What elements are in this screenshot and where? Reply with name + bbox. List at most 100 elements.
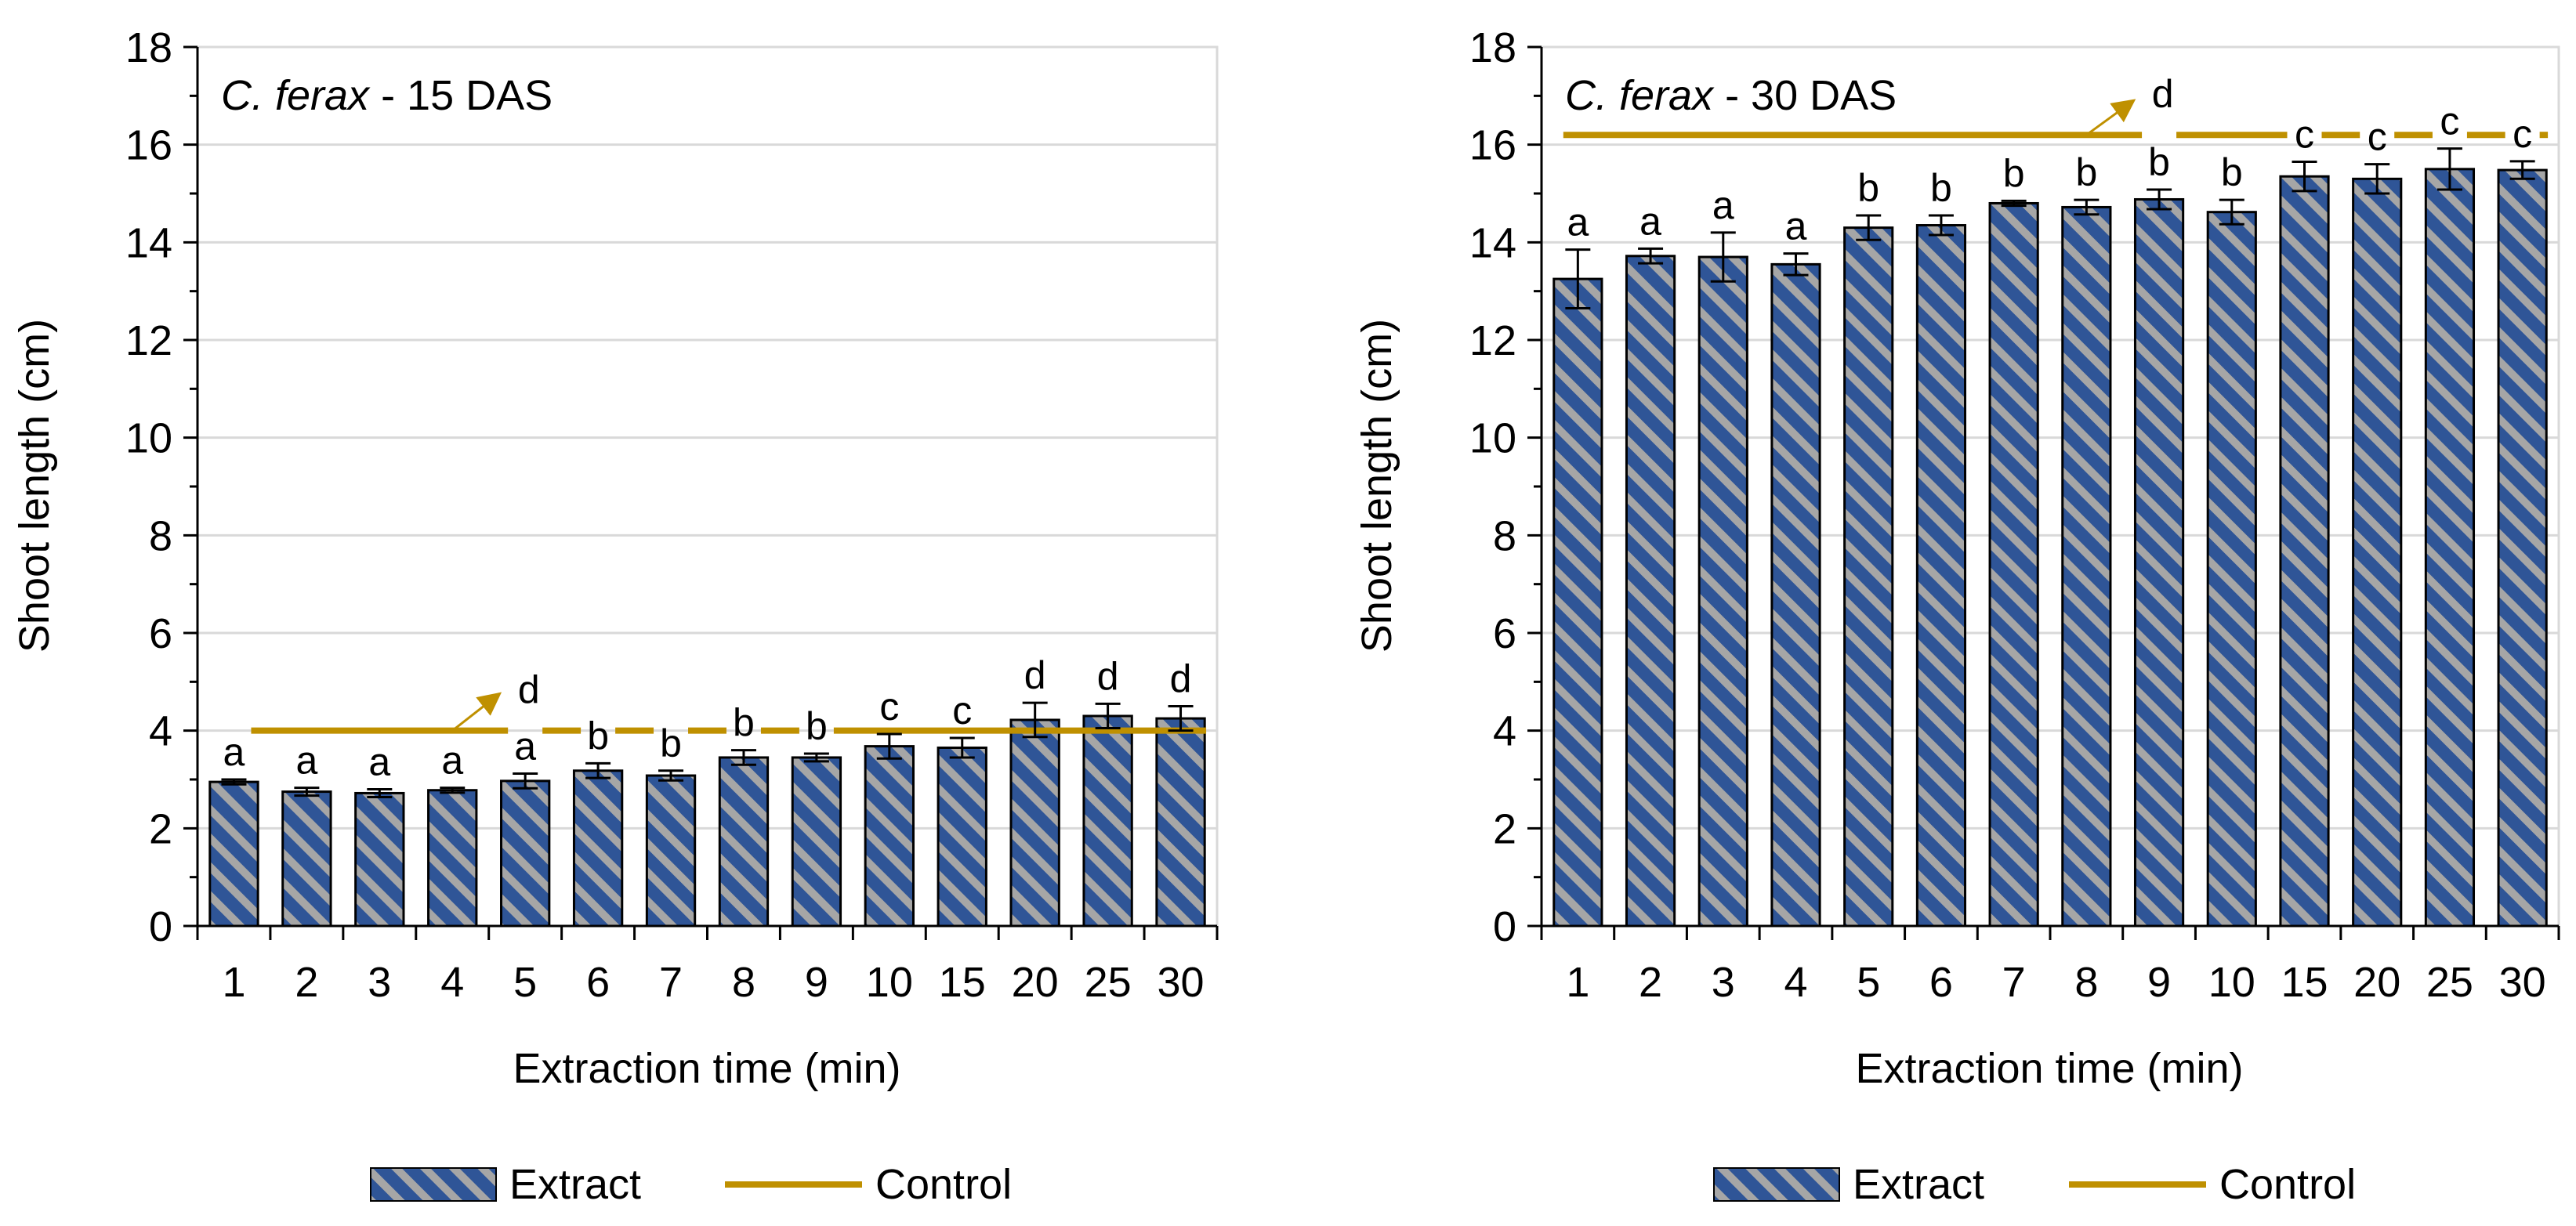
significance-letter: d [1170,657,1192,701]
x-tick-label: 30 [2499,959,2546,1006]
y-tick-label: 12 [125,317,172,364]
legend-extract-swatch [1713,1167,1840,1202]
significance-letter: b [2148,140,2170,184]
y-tick-label: 16 [125,122,172,169]
significance-letter: a [441,739,463,783]
legend: Extract Control [370,1161,1012,1208]
legend: Extract Control [1713,1161,2356,1208]
significance-letter: b [806,704,828,748]
x-tick-label: 4 [440,959,464,1006]
significance-letter: b [2221,150,2243,194]
significance-letter: b [2003,151,2025,195]
significance-letter: a [295,739,317,783]
control-arrow [451,692,502,732]
bar [2352,177,2403,928]
bar [500,779,551,928]
bar [718,756,770,928]
x-tick-label: 3 [1712,959,1735,1006]
y-axis-label: Shoot length (cm) [1353,319,1400,653]
bar [2061,205,2112,928]
bar [1082,714,1133,928]
x-tick-label: 2 [1639,959,1662,1006]
x-tick-label: 20 [2353,959,2400,1006]
bar [354,791,405,928]
significance-letter: c [879,685,899,729]
significance-letter: d [1097,654,1119,698]
x-axis-label: Extraction time (min) [1855,1045,2243,1092]
x-tick-label: 25 [2426,959,2473,1006]
x-tick-label: 15 [939,959,986,1006]
significance-letter: c [2368,115,2387,159]
chart-title-species: C. ferax [221,72,371,119]
significance-letter: b [587,714,609,758]
chart-title-stage: - 15 DAS [369,72,553,119]
significance-letter: b [1857,166,1879,210]
significance-letter: c [2513,112,2532,156]
bar [1009,718,1060,928]
y-tick-label: 6 [1493,610,1516,657]
bar [2279,175,2330,928]
x-tick-label: 9 [805,959,828,1006]
chart-title-species: C. ferax [1565,72,1715,119]
legend-control-label: Control [2219,1161,2356,1208]
x-tick-label: 6 [586,959,610,1006]
y-tick-label: 8 [149,512,172,559]
y-tick-label: 0 [1493,903,1516,950]
y-tick-label: 0 [149,903,172,950]
x-tick-label: 4 [1784,959,1807,1006]
y-tick-label: 14 [1469,219,1516,266]
bar [2497,168,2548,928]
y-tick-label: 8 [1493,512,1516,559]
x-tick-label: 5 [1857,959,1880,1006]
chart-title-stage: - 30 DAS [1713,72,1897,119]
significance-letter: a [1567,201,1589,244]
bar [937,746,987,928]
bar [1843,226,1894,928]
significance-letter: a [1785,204,1807,248]
x-tick-label: 30 [1157,959,1204,1006]
chart-title: C. ferax - 15 DAS [221,72,553,119]
chart-title: C. ferax - 30 DAS [1565,72,1897,119]
significance-letter: c [952,689,972,732]
y-tick-label: 14 [125,219,172,266]
legend-extract-label: Extract [509,1161,641,1208]
significance-letter: a [368,740,390,783]
significance-letter: c [2295,112,2314,156]
x-tick-label: 7 [2002,959,2026,1006]
bar [645,774,697,928]
x-tick-label: 25 [1085,959,1132,1006]
significance-letter: a [514,725,536,769]
x-tick-label: 7 [659,959,683,1006]
x-tick-label: 9 [2147,959,2171,1006]
significance-letter: b [2075,150,2097,194]
bar [1155,717,1206,928]
plot-area [1540,45,2560,928]
significance-letter: d [1024,653,1046,697]
bar [427,789,478,928]
bar [864,745,915,928]
bar [1697,255,1748,928]
control-letter: d [2152,72,2174,116]
bar [2424,168,2476,928]
bar [572,769,624,928]
chart-30-das: Shoot length (cm) Extraction time (min) … [1353,24,2560,1208]
y-tick-label: 6 [149,610,172,657]
y-tick-label: 4 [1493,708,1516,755]
y-tick-label: 4 [149,708,172,755]
x-tick-label: 1 [1566,959,1589,1006]
significance-letter: a [223,730,245,774]
y-tick-label: 16 [1469,122,1516,169]
x-axis-label: Extraction time (min) [513,1045,900,1092]
x-tick-label: 2 [295,959,318,1006]
bar [208,780,259,928]
y-axis-label: Shoot length (cm) [11,319,58,653]
bar [1625,255,1676,928]
y-tick-label: 2 [1493,805,1516,852]
bar [2206,211,2257,928]
plot-area [196,45,1219,928]
significance-letter: b [733,701,755,745]
bar [1770,262,1821,928]
bar [1552,277,1603,928]
bar [1915,224,1967,928]
